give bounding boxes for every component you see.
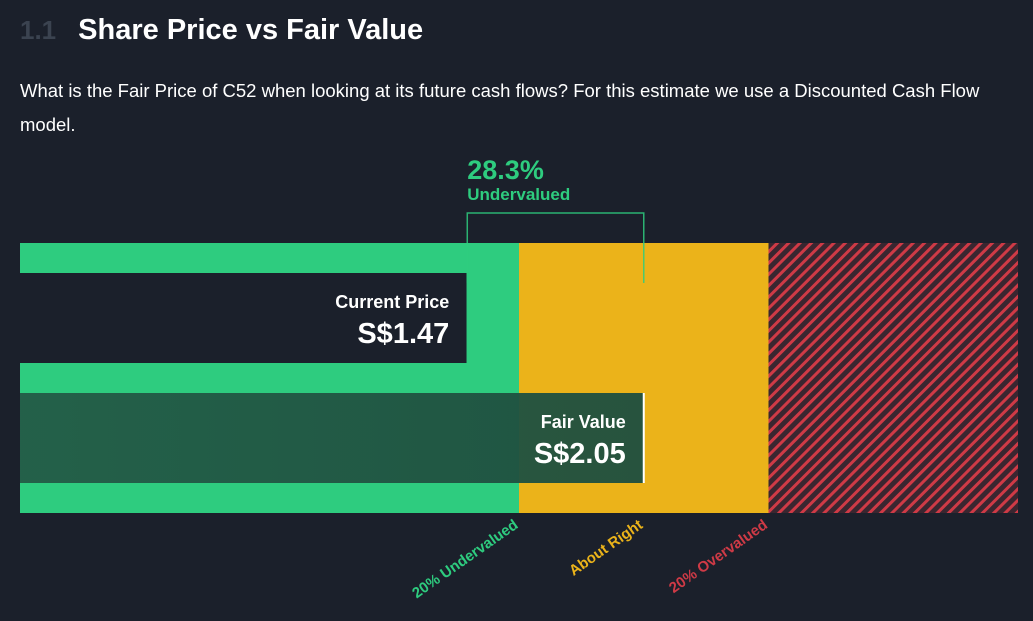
discount-label: Undervalued [467, 185, 570, 204]
current-price-value: S$1.47 [357, 318, 449, 350]
fair-value-label: Fair Value [541, 412, 626, 432]
section-number: 1.1 [20, 15, 57, 45]
fair-value-value: S$2.05 [534, 438, 626, 470]
page-title: Share Price vs Fair Value [78, 14, 424, 46]
zone-label-undervalued: 20% Undervalued [409, 516, 521, 602]
discount-percent: 28.3% [467, 155, 544, 185]
zone-overvalued [768, 243, 1018, 513]
current-price-bar [20, 273, 468, 363]
description: What is the Fair Price of C52 when looki… [20, 80, 980, 135]
zone-label-overvalued: 20% Overvalued [666, 516, 771, 596]
fair-value-bar [20, 393, 644, 483]
current-price-label: Current Price [335, 292, 449, 312]
discount-bracket [466, 212, 645, 283]
zone-label-about-right: About Right [566, 516, 646, 579]
section-heading: 1.1 Share Price vs Fair Value [20, 14, 423, 47]
